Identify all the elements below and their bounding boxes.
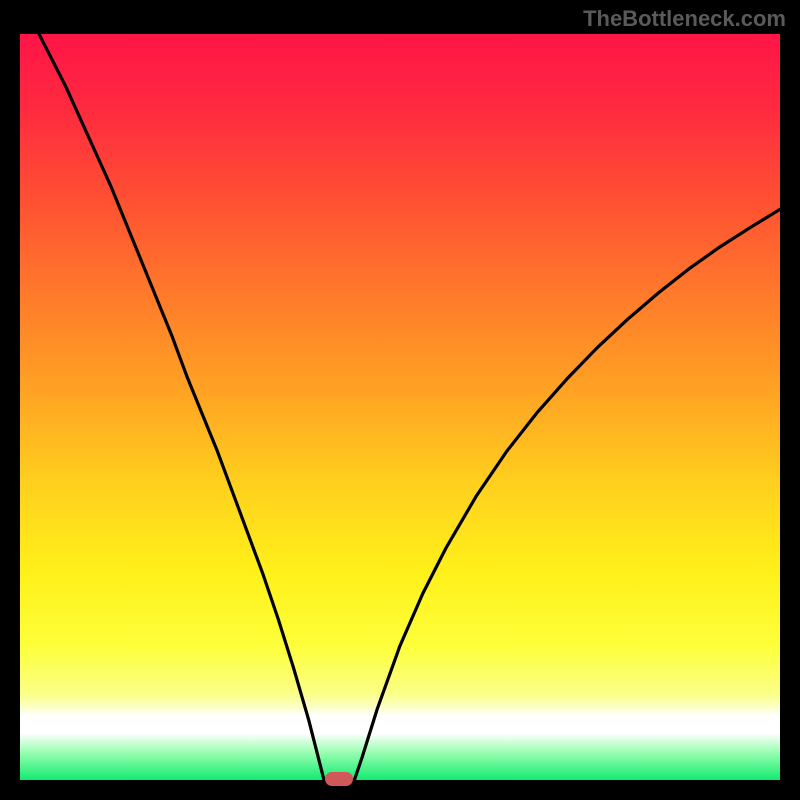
plot-border-left: [0, 0, 20, 800]
plot-border-right: [780, 0, 800, 800]
optimum-marker: [325, 772, 353, 786]
chart-container: TheBottleneck.com: [0, 0, 800, 800]
curve-path: [39, 34, 780, 780]
plot-border-bottom: [0, 780, 800, 800]
bottleneck-curve: [20, 34, 780, 780]
attribution-text: TheBottleneck.com: [583, 6, 786, 32]
